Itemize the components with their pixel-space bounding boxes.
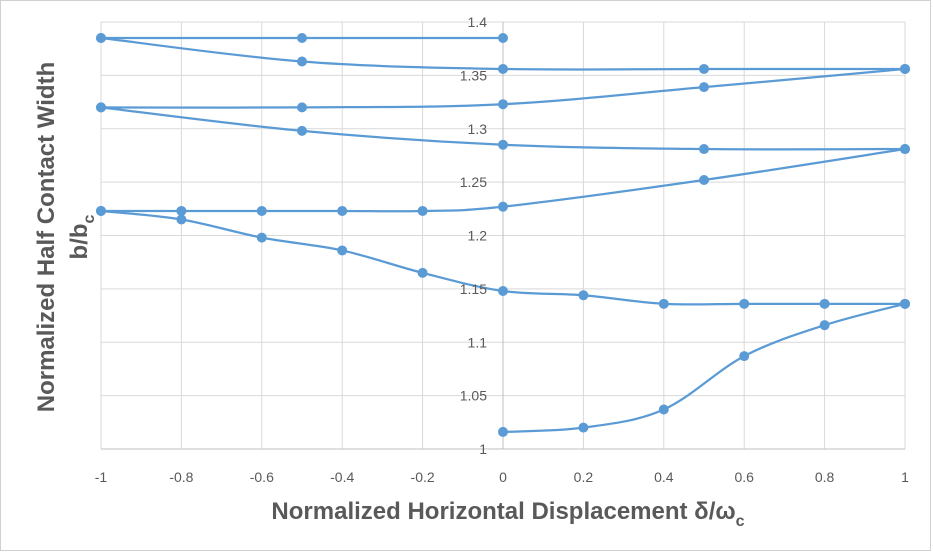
data-point: [176, 214, 187, 225]
data-point: [297, 125, 307, 136]
data-point: [337, 245, 348, 256]
data-point: [256, 232, 267, 243]
data-point: [297, 33, 307, 44]
x-tick-label: -0.8: [169, 469, 193, 485]
x-tick-label: 0.4: [654, 469, 674, 485]
x-tick-label: 0.2: [574, 469, 594, 485]
data-point: [900, 63, 910, 74]
data-point: [498, 99, 508, 110]
y-tick-label: 1.35: [460, 67, 487, 83]
data-point: [96, 33, 106, 44]
x-tick-label: -0.2: [411, 469, 435, 485]
data-point: [658, 298, 669, 309]
x-tick-label: -1: [95, 469, 108, 485]
data-point: [699, 82, 709, 93]
y-tick-label: 1.3: [468, 121, 488, 137]
data-point: [819, 298, 830, 309]
x-tick-label: 0.8: [815, 469, 835, 485]
x-tick-label: 1: [901, 469, 909, 485]
data-point: [176, 205, 187, 216]
data-point: [819, 320, 830, 331]
data-point: [96, 205, 106, 216]
x-tick-label: 0.6: [734, 469, 754, 485]
x-axis-title: Normalized Horizontal Displacement δ/ωc: [271, 498, 744, 530]
y-axis-title-line1: Normalized Half Contact Width: [33, 62, 60, 412]
y-tick-label: 1.15: [460, 281, 487, 297]
data-point: [256, 205, 267, 216]
y-tick-label: 1.25: [460, 174, 487, 190]
data-point: [699, 174, 709, 185]
data-point: [297, 56, 307, 67]
series-line-2: [100, 209, 905, 306]
data-point: [900, 298, 910, 309]
data-point: [739, 351, 750, 362]
x-tick-label: 0: [499, 469, 507, 485]
data-point: [337, 205, 348, 216]
data-point: [699, 144, 709, 155]
axes: [101, 22, 905, 450]
data-point: [96, 102, 106, 113]
y-axis-title-line2: b/bc: [66, 214, 98, 259]
data-point: [658, 404, 669, 415]
data-point: [578, 422, 589, 433]
y-tick-label: 1.4: [468, 14, 488, 30]
x-tick-label: -0.6: [250, 469, 274, 485]
data-point: [900, 144, 910, 155]
data-point: [297, 102, 307, 113]
data-point: [498, 139, 508, 150]
data-point: [739, 298, 750, 309]
y-tick-label: 1.05: [460, 388, 487, 404]
data-point: [578, 290, 589, 301]
data-point: [417, 205, 428, 216]
data-point: [498, 33, 508, 44]
x-tick-label: -0.4: [330, 469, 354, 485]
data-point: [498, 201, 508, 212]
data-point: [498, 63, 508, 74]
data-point: [417, 267, 428, 278]
data-points: [96, 33, 910, 437]
y-tick-label: 1.1: [468, 334, 488, 350]
tick-labels: -1 -0.8 -0.6 -0.4 -0.2 0 0.2 0.4 0.6 0.8 1 1 1.05 1.1…: [95, 14, 909, 485]
y-tick-label: 1: [479, 441, 487, 457]
data-point: [699, 63, 709, 74]
data-point: [498, 426, 508, 437]
series-line-1: [502, 302, 906, 434]
y-tick-label: 1.2: [468, 228, 488, 244]
data-point: [498, 286, 508, 297]
